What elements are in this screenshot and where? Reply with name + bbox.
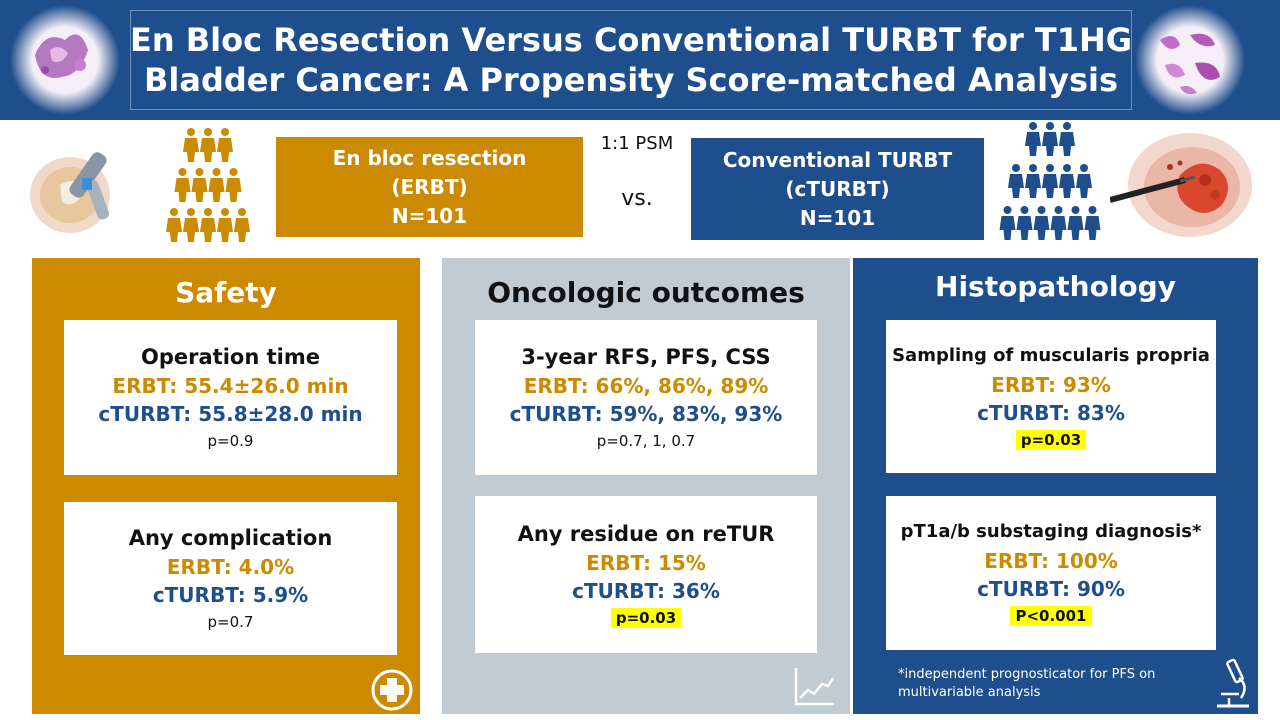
resectoscope-illustration-right-icon	[1110, 125, 1255, 240]
person-icon	[166, 208, 182, 242]
title-line-2: Bladder Cancer: A Propensity Score-match…	[144, 60, 1118, 100]
title-line-1: En Bloc Resection Versus Conventional TU…	[130, 20, 1132, 60]
person-icon	[217, 208, 233, 242]
person-icon	[1017, 206, 1033, 240]
safety-title: Safety	[32, 276, 420, 309]
title-box: En Bloc Resection Versus Conventional TU…	[130, 10, 1132, 110]
survival-title: 3-year RFS, PFS, CSS	[521, 342, 770, 372]
histopathology-panel: Histopathology Sampling of muscularis pr…	[853, 258, 1258, 714]
residue-erbt: ERBT: 15%	[586, 549, 706, 577]
histology-slide-left-icon	[10, 5, 120, 115]
person-icon	[200, 208, 216, 242]
residue-cturbt: cTURBT: 36%	[572, 577, 720, 605]
operation-time-erbt: ERBT: 55.4±26.0 min	[112, 372, 348, 400]
safety-panel: Safety Operation time ERBT: 55.4±26.0 mi…	[32, 258, 420, 714]
microscope-icon	[1213, 656, 1253, 710]
person-icon	[209, 168, 225, 202]
operation-time-cturbt: cTURBT: 55.8±28.0 min	[98, 400, 362, 428]
person-icon	[175, 168, 191, 202]
person-icon	[217, 128, 233, 162]
histopathology-title: Histopathology	[853, 270, 1258, 303]
psm-label: 1:1 PSM	[583, 133, 691, 154]
person-icon	[1051, 206, 1067, 240]
footnote-line-2: multivariable analysis	[898, 684, 1198, 702]
residue-p: p=0.03	[611, 608, 681, 628]
residue-card: Any residue on reTUR ERBT: 15% cTURBT: 3…	[475, 496, 817, 653]
survival-card: 3-year RFS, PFS, CSS ERBT: 66%, 86%, 89%…	[475, 320, 817, 475]
residue-title: Any residue on reTUR	[518, 519, 775, 549]
complication-card: Any complication ERBT: 4.0% cTURBT: 5.9%…	[64, 502, 397, 655]
person-icon	[234, 208, 250, 242]
vs-label: vs.	[583, 186, 691, 211]
oncologic-panel: Oncologic outcomes 3-year RFS, PFS, CSS …	[442, 258, 850, 714]
person-icon	[1068, 206, 1084, 240]
cturbt-abbr: (cTURBT)	[785, 175, 889, 204]
person-icon	[1034, 206, 1050, 240]
erbt-abbr: (ERBT)	[391, 173, 467, 202]
sampling-cturbt: cTURBT: 83%	[977, 399, 1125, 427]
substaging-cturbt: cTURBT: 90%	[977, 575, 1125, 603]
cturbt-arm-box: Conventional TURBT (cTURBT) N=101	[691, 138, 984, 240]
person-pyramid-left-icon	[148, 126, 268, 246]
cross-in-circle-icon	[370, 668, 414, 712]
substaging-p: P<0.001	[1010, 606, 1091, 626]
person-icon	[1076, 164, 1092, 198]
person-icon	[226, 168, 242, 202]
operation-time-card: Operation time ERBT: 55.4±26.0 min cTURB…	[64, 320, 397, 475]
cturbt-n: N=101	[800, 204, 875, 233]
complication-cturbt: cTURBT: 5.9%	[153, 581, 308, 609]
sampling-erbt: ERBT: 93%	[991, 371, 1111, 399]
operation-time-p: p=0.9	[208, 428, 254, 454]
complication-p: p=0.7	[208, 609, 254, 635]
person-icon	[192, 168, 208, 202]
substaging-title: pT1a/b substaging diagnosis*	[901, 517, 1202, 547]
person-icon	[1042, 122, 1058, 156]
sampling-card: Sampling of muscularis propria ERBT: 93%…	[886, 320, 1216, 473]
substaging-card: pT1a/b substaging diagnosis* ERBT: 100% …	[886, 496, 1216, 650]
cturbt-name: Conventional TURBT	[723, 146, 952, 175]
survival-cturbt: cTURBT: 59%, 83%, 93%	[510, 400, 783, 428]
header-banner: En Bloc Resection Versus Conventional TU…	[0, 0, 1280, 120]
person-pyramid-right-icon	[990, 120, 1110, 245]
person-icon	[1000, 206, 1016, 240]
person-icon	[1059, 164, 1075, 198]
complication-title: Any complication	[129, 523, 333, 553]
person-icon	[1008, 164, 1024, 198]
footnote: *independent prognosticator for PFS on m…	[898, 666, 1198, 702]
person-icon	[183, 128, 199, 162]
sampling-p: p=0.03	[1016, 430, 1086, 450]
footnote-line-1: *independent prognosticator for PFS on	[898, 666, 1198, 684]
survival-p: p=0.7, 1, 0.7	[597, 428, 695, 454]
person-icon	[1025, 122, 1041, 156]
person-icon	[1025, 164, 1041, 198]
person-icon	[200, 128, 216, 162]
operation-time-title: Operation time	[141, 342, 320, 372]
trend-chart-icon	[792, 664, 836, 708]
person-icon	[1085, 206, 1101, 240]
erbt-name: En bloc resection	[333, 144, 527, 173]
person-icon	[1059, 122, 1075, 156]
erbt-n: N=101	[392, 202, 467, 231]
oncologic-title: Oncologic outcomes	[442, 276, 850, 309]
survival-erbt: ERBT: 66%, 86%, 89%	[524, 372, 769, 400]
resectoscope-illustration-left-icon	[20, 140, 130, 240]
person-icon	[183, 208, 199, 242]
substaging-erbt: ERBT: 100%	[984, 547, 1118, 575]
erbt-arm-box: En bloc resection (ERBT) N=101	[276, 137, 583, 237]
histology-slide-right-icon	[1135, 5, 1245, 115]
sampling-title: Sampling of muscularis propria	[892, 341, 1210, 371]
complication-erbt: ERBT: 4.0%	[167, 553, 294, 581]
person-icon	[1042, 164, 1058, 198]
